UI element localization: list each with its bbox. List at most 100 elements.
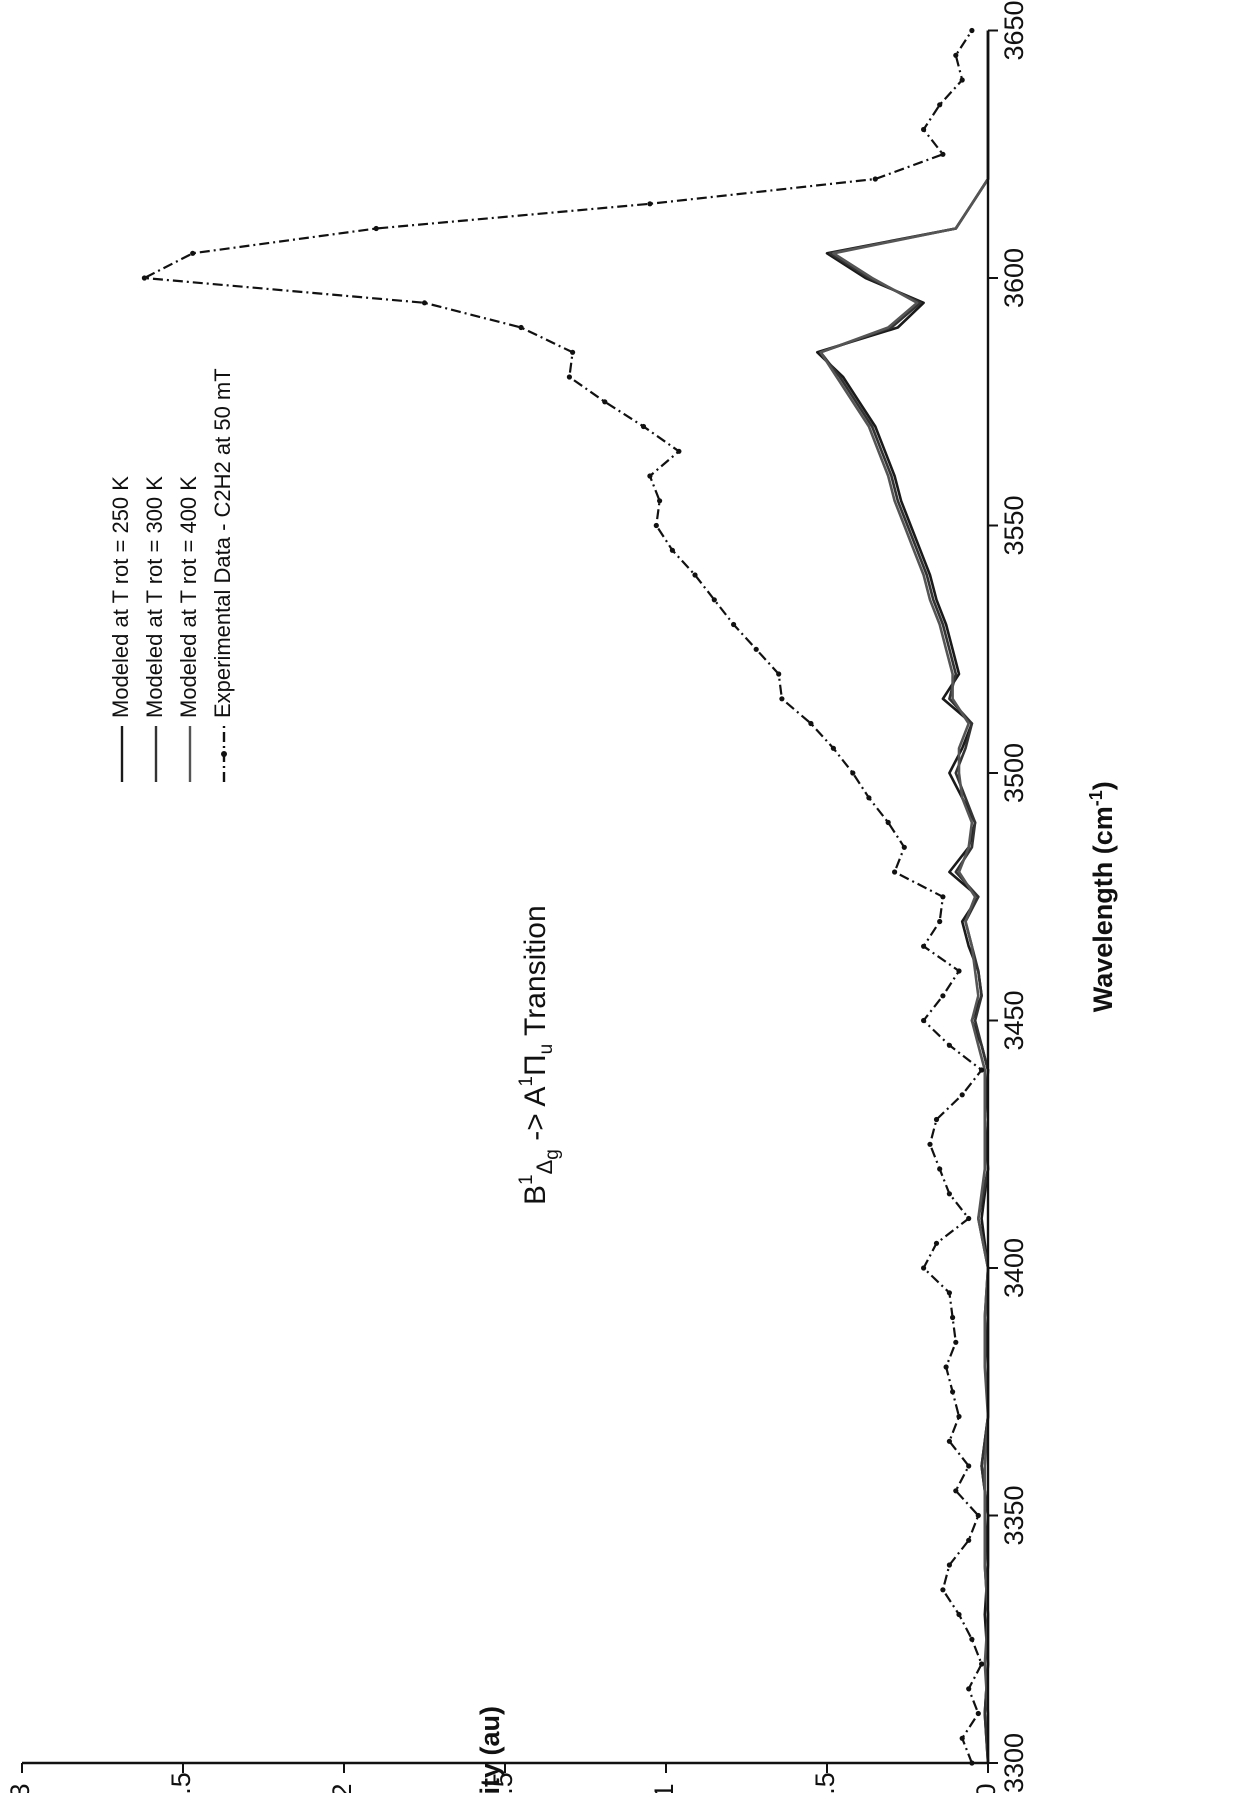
- x-tick-label: 3350: [999, 1485, 1029, 1545]
- data-point: [953, 1488, 959, 1494]
- data-point: [753, 646, 759, 652]
- data-point: [940, 993, 946, 999]
- data-point: [141, 275, 147, 281]
- data-point: [969, 1636, 975, 1642]
- y-axis-ticks: 0 0.5 1 1.5 2 2.5 3: [5, 1763, 1001, 1793]
- data-point: [927, 1141, 933, 1147]
- x-tick-label: 3400: [999, 1238, 1029, 1298]
- data-point: [953, 1339, 959, 1345]
- data-point: [566, 374, 573, 380]
- series-group: [819, 30, 990, 1764]
- y-tick-label: 1.5: [488, 1772, 518, 1793]
- series-group: [816, 30, 990, 1764]
- data-point: [518, 324, 524, 331]
- data-point: [190, 250, 196, 256]
- annot-sup1: 1: [516, 1174, 537, 1185]
- data-point: [692, 572, 698, 578]
- data-point: [640, 423, 647, 430]
- data-point: [953, 52, 959, 58]
- data-point: [966, 1537, 972, 1543]
- data-point: [866, 795, 872, 801]
- data-point: [950, 1314, 956, 1321]
- y-tick-label: 1: [649, 1783, 679, 1793]
- data-point: [956, 1611, 962, 1618]
- data-point: [808, 720, 814, 727]
- annot-b: B: [519, 1185, 552, 1205]
- legend-entry: Modeled at T rot = 250 K: [108, 476, 133, 718]
- data-point: [570, 349, 576, 355]
- data-point: [711, 597, 717, 603]
- annot-sub-g: g: [542, 1149, 563, 1160]
- series-layer: [141, 27, 990, 1766]
- x-axis-title-main: Wavelength (cm: [1088, 806, 1118, 1012]
- data-point: [956, 968, 962, 974]
- modeled-series-line: [819, 30, 990, 1764]
- data-point: [731, 621, 737, 628]
- data-point: [946, 1191, 953, 1197]
- data-point: [921, 126, 927, 133]
- annot-sub-u: u: [536, 1044, 557, 1055]
- x-axis-ticks: 3300 3350 3400 3450 3500 3550 3600 3650: [988, 0, 1029, 1793]
- x-tick-label: 3450: [999, 990, 1029, 1050]
- legend-entry: Modeled at T rot = 300 K: [142, 476, 167, 718]
- x-axis-title-close: ): [1088, 781, 1118, 790]
- data-point: [966, 1215, 972, 1222]
- y-tick-label: 3: [5, 1783, 35, 1793]
- data-point: [956, 1413, 962, 1420]
- annot-arrow: -> A: [519, 1087, 552, 1150]
- x-axis-title-sup: -1: [1086, 790, 1106, 806]
- x-axis-title: Wavelength (cm-1): [1086, 781, 1118, 1012]
- modeled-series-line: [819, 30, 990, 1763]
- data-point: [959, 1735, 965, 1741]
- data-point: [959, 1092, 965, 1098]
- data-point: [937, 1166, 943, 1172]
- data-point: [943, 1364, 949, 1370]
- data-point: [872, 176, 878, 182]
- data-point: [653, 522, 659, 529]
- x-tick-label: 3300: [999, 1733, 1029, 1793]
- y-tick-label: 0: [971, 1783, 1001, 1793]
- legend: Modeled at T rot = 250 K Modeled at T rot…: [108, 368, 235, 782]
- data-point: [850, 770, 856, 776]
- data-point: [657, 498, 663, 504]
- y-tick-label: 2: [327, 1783, 357, 1793]
- y-axis-title: Intensity (au): [475, 1706, 505, 1793]
- annot-sup2: 1: [516, 1076, 537, 1087]
- data-point: [937, 102, 943, 108]
- legend-marker: [221, 751, 227, 757]
- annot-pi: Π: [519, 1054, 552, 1076]
- data-point: [933, 1116, 940, 1123]
- data-point: [602, 399, 608, 405]
- data-point: [975, 1710, 981, 1717]
- data-point: [647, 473, 653, 479]
- data-point: [892, 869, 898, 875]
- data-point: [946, 1290, 953, 1296]
- data-point: [940, 894, 946, 900]
- annot-tail: Transition: [519, 905, 552, 1043]
- x-tick-label: 3650: [999, 0, 1029, 60]
- data-point: [921, 943, 927, 949]
- data-point: [975, 1512, 981, 1519]
- data-point: [669, 547, 676, 553]
- data-point: [921, 1265, 927, 1271]
- plot-area: 3300 3350 3400 3450 3500 3550 3600 3650 0 0.5 1 1.…: [5, 0, 1029, 1793]
- data-point: [921, 1017, 927, 1024]
- data-point: [946, 1042, 953, 1048]
- legend-entry: Experimental Data - C2H2 at 50 mT: [210, 368, 235, 718]
- data-point: [373, 225, 379, 232]
- series-group: [819, 30, 990, 1763]
- series-group: [141, 27, 985, 1766]
- experimental-series-line: [143, 29, 983, 1764]
- legend-entry: Modeled at T rot = 400 K: [176, 476, 201, 718]
- data-point: [966, 1463, 972, 1469]
- data-point: [779, 696, 785, 702]
- data-point: [937, 918, 943, 925]
- data-point: [933, 1240, 940, 1246]
- x-tick-label: 3600: [999, 248, 1029, 308]
- data-point: [969, 27, 975, 34]
- y-tick-label: 0.5: [810, 1772, 840, 1793]
- x-tick-label: 3550: [999, 495, 1029, 555]
- data-point: [940, 1587, 946, 1593]
- y-tick-label: 2.5: [166, 1772, 196, 1793]
